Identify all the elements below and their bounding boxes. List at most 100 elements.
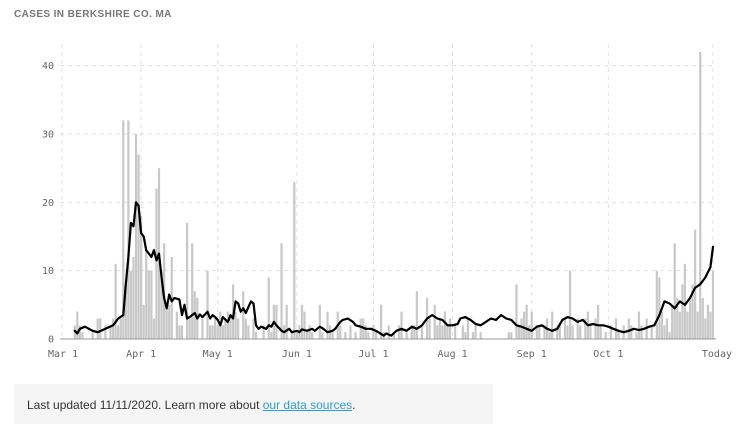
case-bar bbox=[706, 304, 709, 339]
case-bar bbox=[415, 291, 418, 339]
case-bar bbox=[111, 318, 115, 339]
case-bar bbox=[704, 318, 707, 339]
case-bar bbox=[464, 332, 467, 339]
case-bar bbox=[658, 277, 661, 339]
case-bar bbox=[711, 270, 715, 339]
case-bar bbox=[696, 311, 699, 339]
case-bar bbox=[663, 325, 666, 339]
case-bar bbox=[604, 332, 607, 339]
case-bar bbox=[321, 332, 324, 339]
data-sources-link[interactable]: our data sources bbox=[262, 398, 353, 412]
case-bar bbox=[640, 325, 643, 339]
case-bar bbox=[428, 318, 431, 339]
case-bar bbox=[446, 325, 449, 339]
y-tick-label: 40 bbox=[42, 61, 54, 72]
case-bar bbox=[400, 311, 403, 339]
case-bar bbox=[665, 318, 669, 339]
x-tick-label: Oct 1 bbox=[593, 349, 623, 360]
case-bar bbox=[208, 325, 212, 339]
case-bar bbox=[354, 332, 357, 339]
case-bar bbox=[180, 325, 184, 339]
case-bar bbox=[420, 325, 424, 339]
case-bar bbox=[140, 216, 143, 339]
case-bar bbox=[160, 270, 163, 339]
case-bar bbox=[81, 332, 84, 339]
case-bar bbox=[668, 332, 671, 339]
x-axis-ticks: Mar 1 Apr 1 May 1 Jun 1 Jul 1 Aug 1 Sep 1 Oct 1… bbox=[48, 349, 732, 360]
case-bar bbox=[530, 311, 533, 339]
case-bar bbox=[150, 270, 153, 339]
case-bar bbox=[305, 332, 309, 339]
case-bar bbox=[285, 304, 288, 339]
case-bar bbox=[247, 325, 250, 339]
case-bar bbox=[627, 318, 630, 339]
case-bar bbox=[617, 332, 620, 339]
case-bar bbox=[127, 120, 130, 339]
case-bar bbox=[96, 318, 99, 339]
case-bar bbox=[461, 325, 464, 339]
case-bar bbox=[678, 311, 681, 339]
case-bar bbox=[576, 318, 579, 339]
case-bar bbox=[699, 52, 702, 339]
case-bar bbox=[372, 325, 375, 339]
case-bar bbox=[650, 325, 653, 339]
chart-grid bbox=[60, 44, 716, 339]
case-bar bbox=[471, 332, 475, 339]
case-bar bbox=[188, 318, 191, 339]
case-bar bbox=[170, 257, 173, 339]
case-bar bbox=[280, 243, 283, 339]
case-bar bbox=[556, 325, 559, 339]
case-bar bbox=[226, 311, 230, 339]
case-bar bbox=[300, 304, 304, 339]
case-bar bbox=[114, 263, 117, 339]
case-bar bbox=[234, 311, 237, 339]
case-bar bbox=[433, 304, 436, 339]
case-bar bbox=[214, 318, 217, 339]
case-bar bbox=[568, 270, 572, 339]
case-bar bbox=[137, 154, 140, 339]
case-bar bbox=[122, 120, 125, 339]
footer-box: Last updated 11/11/2020. Learn more abou… bbox=[14, 384, 493, 424]
case-bar bbox=[681, 284, 684, 339]
case-bar bbox=[78, 325, 81, 339]
case-bar bbox=[520, 318, 523, 339]
case-bar bbox=[454, 325, 457, 339]
case-bar bbox=[216, 325, 219, 339]
case-bar bbox=[405, 332, 408, 339]
case-bar bbox=[448, 318, 452, 339]
case-bar bbox=[211, 325, 214, 339]
case-bar bbox=[308, 325, 311, 339]
case-bar bbox=[655, 270, 658, 339]
case-bar bbox=[191, 243, 194, 339]
case-bar bbox=[124, 284, 127, 339]
case-bar bbox=[538, 325, 541, 339]
case-bar bbox=[543, 325, 546, 339]
case-bar bbox=[134, 134, 138, 339]
case-bar bbox=[688, 298, 692, 339]
x-tick-label: May 1 bbox=[203, 349, 233, 360]
y-tick-label: 20 bbox=[42, 198, 54, 209]
case-bar bbox=[691, 284, 694, 339]
case-bar bbox=[331, 332, 334, 339]
case-bar bbox=[522, 311, 526, 339]
case-bar bbox=[686, 311, 689, 339]
case-bar bbox=[548, 332, 551, 339]
case-bar bbox=[637, 311, 641, 339]
case-bar bbox=[229, 318, 232, 339]
moving-average-line bbox=[73, 201, 715, 337]
case-bar bbox=[224, 318, 227, 339]
case-bar bbox=[152, 318, 156, 339]
x-tick-label: Mar 1 bbox=[48, 349, 78, 360]
case-bar bbox=[270, 332, 273, 339]
case-bar bbox=[221, 325, 224, 339]
case-bar bbox=[413, 325, 416, 339]
case-bar bbox=[594, 318, 597, 339]
case-bar bbox=[168, 304, 171, 339]
footer-prefix: Last updated 11/11/2020. Learn more abou… bbox=[27, 398, 263, 412]
case-bar bbox=[244, 318, 247, 339]
case-bar bbox=[579, 325, 582, 339]
case-bar bbox=[551, 311, 554, 339]
case-bar bbox=[117, 325, 120, 339]
case-bar bbox=[132, 257, 135, 339]
case-bar bbox=[635, 332, 638, 339]
